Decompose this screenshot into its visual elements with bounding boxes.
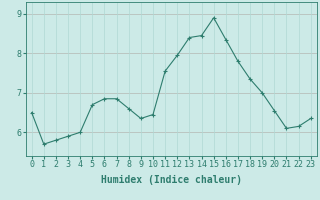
X-axis label: Humidex (Indice chaleur): Humidex (Indice chaleur) [101, 175, 242, 185]
